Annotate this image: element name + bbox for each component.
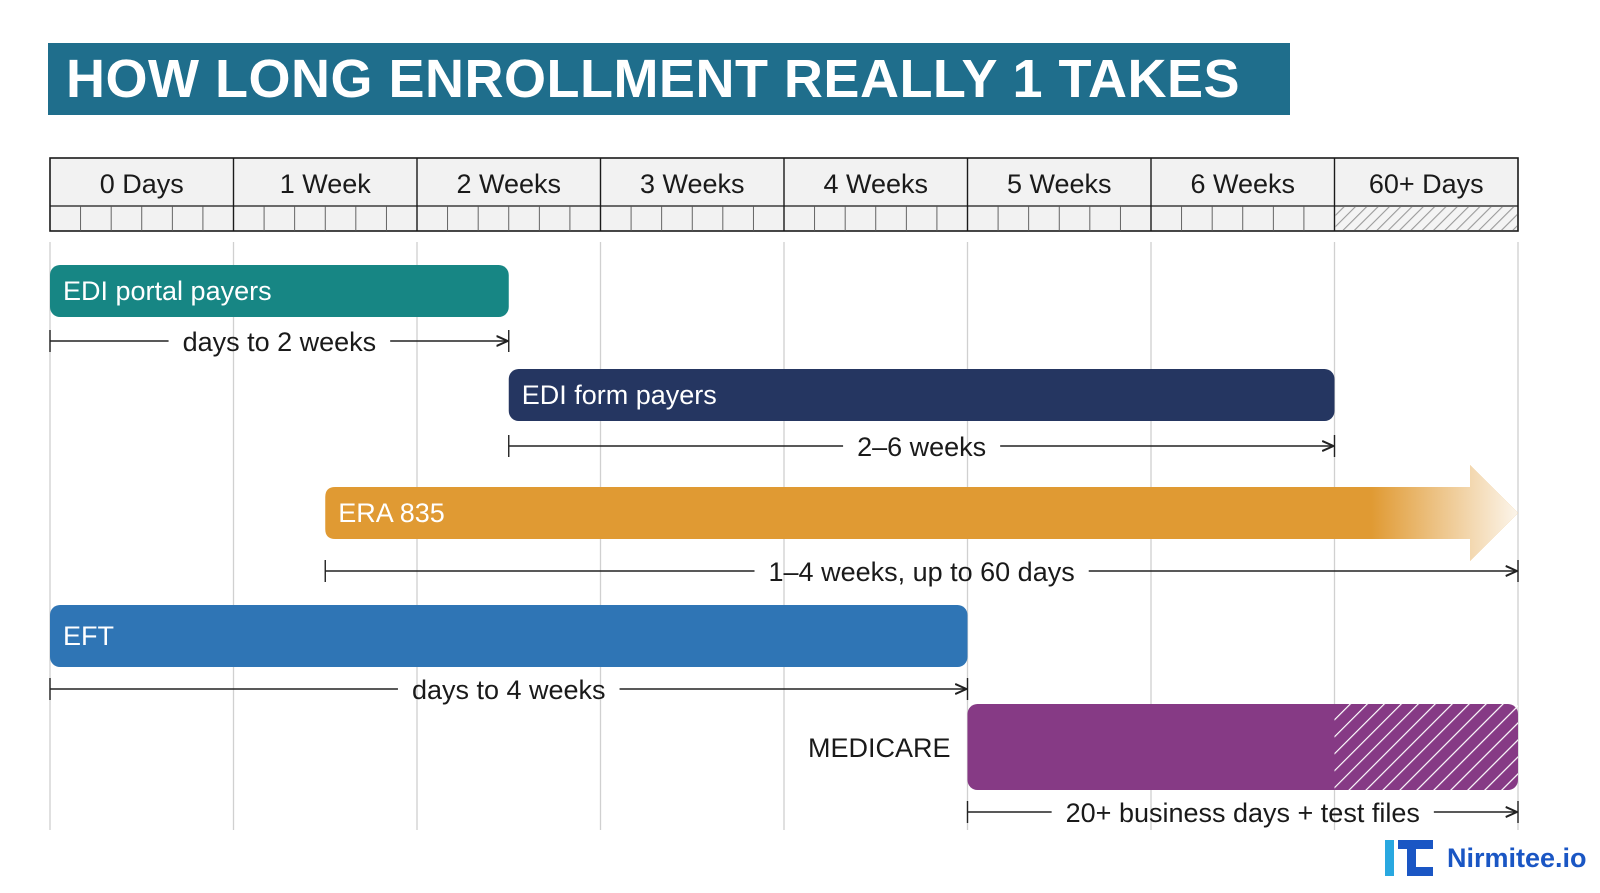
duration-label: 2–6 weeks	[857, 432, 986, 462]
bar-label: EDI form payers	[522, 380, 717, 410]
bar-label: MEDICARE	[808, 733, 951, 763]
brand-logo: Nirmitee.io	[1385, 838, 1587, 878]
duration-indicator-2: 2–6 weeks	[508, 432, 1336, 462]
bar-hatch	[1334, 704, 1518, 790]
ruler-hatch	[1335, 207, 1517, 230]
bar-fade	[1334, 465, 1518, 561]
tick-label: 6 Weeks	[1190, 169, 1295, 199]
bar-body	[50, 265, 509, 317]
tick-label: 4 Weeks	[823, 169, 928, 199]
brand-name: Nirmitee.io	[1447, 842, 1587, 873]
duration-indicator-3: 1–4 weeks, up to 60 days	[324, 557, 1519, 587]
timeline-bar-4: EFT	[50, 605, 968, 667]
bar-body	[508, 369, 1335, 421]
title-banner: HOW LONG ENROLLMENT REALLY 1 TAKES	[48, 43, 1290, 115]
tick-label: 2 Weeks	[456, 169, 561, 199]
duration-label: days to 4 weeks	[412, 675, 606, 705]
tick-label: 0 Days	[100, 169, 184, 199]
nirmitee-logo-icon	[1385, 840, 1433, 876]
tick-label: 60+ Days	[1369, 169, 1484, 199]
bar-label: EDI portal payers	[63, 276, 272, 306]
duration-label: days to 2 weeks	[183, 327, 377, 357]
duration-indicator-1: days to 2 weeks	[49, 327, 510, 357]
bar-label: ERA 835	[338, 498, 445, 528]
timeline-bar-5: MEDICARE	[808, 704, 1518, 790]
timeline-bar-3: ERA 835	[325, 465, 1518, 561]
bar-body	[325, 465, 1518, 561]
timeline-bar-2: EDI form payers	[508, 369, 1335, 421]
bar-body	[50, 605, 968, 667]
duration-label: 20+ business days + test files	[1066, 798, 1420, 828]
tick-label: 5 Weeks	[1007, 169, 1112, 199]
duration-indicator-5: 20+ business days + test files	[966, 798, 1519, 828]
tick-label: 3 Weeks	[640, 169, 745, 199]
duration-label: 1–4 weeks, up to 60 days	[769, 557, 1075, 587]
bar-label: EFT	[63, 621, 114, 651]
duration-indicator-4: days to 4 weeks	[49, 675, 969, 705]
tick-label: 1 Week	[280, 169, 372, 199]
chart-title: HOW LONG ENROLLMENT REALLY 1 TAKES	[66, 49, 1241, 109]
timeline-bar-1: EDI portal payers	[50, 265, 509, 317]
